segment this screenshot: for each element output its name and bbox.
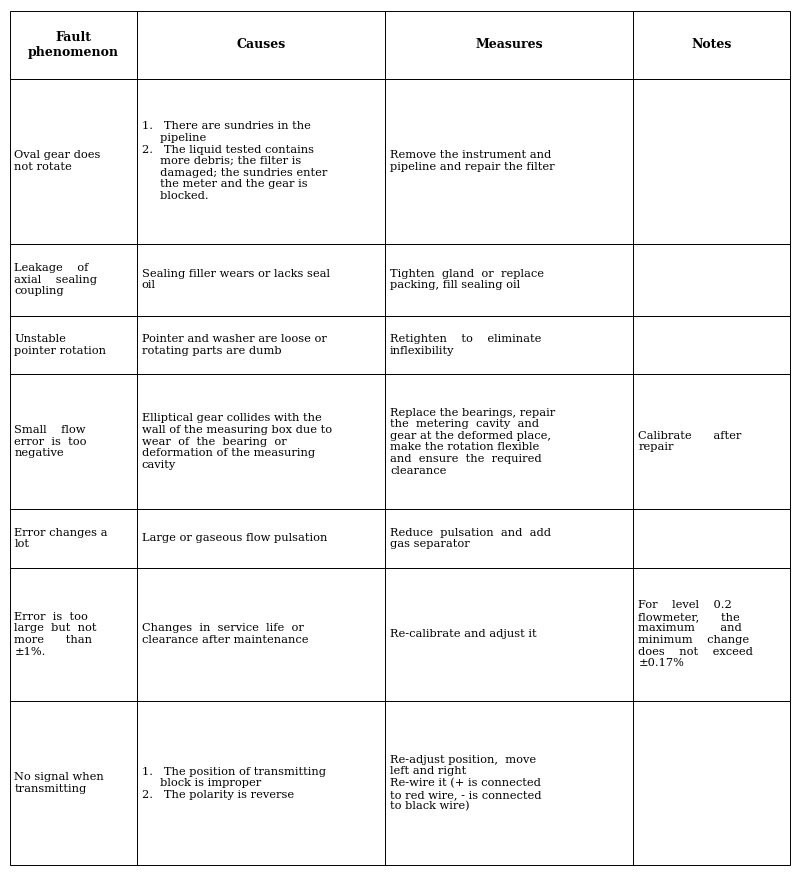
Bar [137,568,385,701]
Text: Changes  in  service  life  or
clearance after maintenance: Changes in service life or clearance aft… [142,624,308,645]
Text: Calibrate      after
repair: Calibrate after repair [638,431,742,452]
Text: Re-adjust position,  move
left and right
Re-wire it (+ is connected
to red wire,: Re-adjust position, move left and right … [390,754,542,812]
Text: Oval gear does
not rotate: Oval gear does not rotate [14,151,101,172]
Bar [385,374,634,509]
Text: Large or gaseous flow pulsation: Large or gaseous flow pulsation [142,533,327,543]
Text: No signal when
transmitting: No signal when transmitting [14,773,104,794]
Text: Tighten  gland  or  replace
packing, fill sealing oil: Tighten gland or replace packing, fill s… [390,269,544,291]
Bar [385,244,634,315]
Text: Retighten    to    eliminate
inflexibility: Retighten to eliminate inflexibility [390,334,542,356]
Bar [137,374,385,509]
Text: 1.   There are sundries in the
     pipeline
2.   The liquid tested contains
   : 1. There are sundries in the pipeline 2.… [142,122,327,201]
Bar [10,79,137,244]
Text: Remove the instrument and
pipeline and repair the filter: Remove the instrument and pipeline and r… [390,151,554,172]
Bar [634,79,790,244]
Bar [137,315,385,374]
Bar [385,315,634,374]
Bar [634,315,790,374]
Bar [137,509,385,568]
Text: Measures: Measures [475,39,543,51]
Bar [10,315,137,374]
Bar [634,244,790,315]
Bar [10,568,137,701]
Bar [634,11,790,79]
Bar [10,701,137,865]
Bar [137,11,385,79]
Text: Unstable
pointer rotation: Unstable pointer rotation [14,334,106,356]
Text: Replace the bearings, repair
the  metering  cavity  and
gear at the deformed pla: Replace the bearings, repair the meterin… [390,407,555,476]
Text: Notes: Notes [692,39,732,51]
Text: Fault
phenomenon: Fault phenomenon [28,31,118,59]
Text: Error changes a
lot: Error changes a lot [14,527,108,549]
Bar [10,244,137,315]
Bar [10,509,137,568]
Bar [385,568,634,701]
Text: Leakage    of
axial    sealing
coupling: Leakage of axial sealing coupling [14,263,98,296]
Bar [634,374,790,509]
Text: For    level    0.2
flowmeter,      the
maximum       and
minimum    change
does: For level 0.2 flowmeter, the maximum and… [638,600,753,668]
Bar [634,701,790,865]
Bar [385,701,634,865]
Bar [385,79,634,244]
Bar [137,244,385,315]
Text: Causes: Causes [236,39,286,51]
Text: Error  is  too
large  but  not
more      than
±1%.: Error is too large but not more than ±1%… [14,611,97,657]
Bar [137,701,385,865]
Bar [385,11,634,79]
Bar [634,509,790,568]
Text: Elliptical gear collides with the
wall of the measuring box due to
wear  of  the: Elliptical gear collides with the wall o… [142,413,332,470]
Bar [10,374,137,509]
Text: Sealing filler wears or lacks seal
oil: Sealing filler wears or lacks seal oil [142,269,330,291]
Text: Reduce  pulsation  and  add
gas separator: Reduce pulsation and add gas separator [390,527,551,549]
Text: 1.   The position of transmitting
     block is improper
2.   The polarity is re: 1. The position of transmitting block is… [142,766,326,800]
Bar [137,79,385,244]
Text: Small    flow
error  is  too
negative: Small flow error is too negative [14,425,87,458]
Text: Re-calibrate and adjust it: Re-calibrate and adjust it [390,629,537,639]
Bar [10,11,137,79]
Text: Pointer and washer are loose or
rotating parts are dumb: Pointer and washer are loose or rotating… [142,334,326,356]
Bar [634,568,790,701]
Bar [385,509,634,568]
